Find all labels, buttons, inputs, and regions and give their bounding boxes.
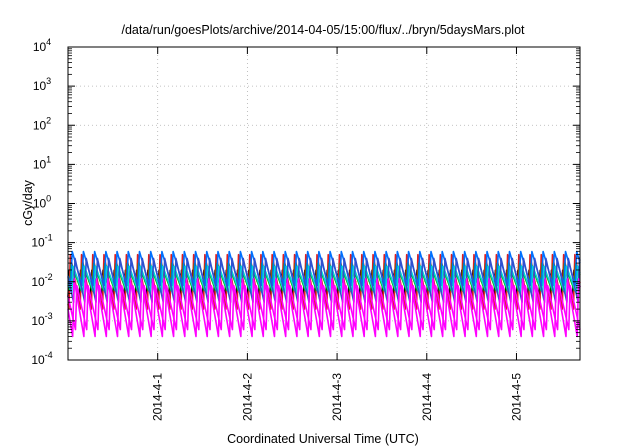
y-tick-label: 10-2 (31, 272, 52, 289)
y-tick-label: 10-3 (31, 311, 52, 328)
grid-lines (68, 47, 580, 360)
y-tick-label: 103 (33, 76, 51, 93)
x-tick-label: 2014-4-2 (240, 373, 254, 421)
x-tick-label: 2014-4-3 (330, 373, 344, 421)
x-tick-label: 2014-4-1 (151, 373, 165, 421)
series-line (67, 278, 581, 338)
y-tick-label: 100 (33, 194, 51, 211)
series-line (67, 257, 581, 304)
y-tick-label: 104 (33, 37, 51, 54)
y-tick-label: 10-4 (31, 350, 52, 367)
y-tick-label: 101 (33, 154, 51, 171)
y-tick-label: 10-1 (31, 233, 52, 250)
series-line (67, 284, 581, 331)
x-tick-label: 2014-4-5 (509, 373, 523, 421)
chart-title: /data/run/goesPlots/archive/2014-04-05/1… (121, 23, 525, 37)
x-axis-label: Coordinated Universal Time (UTC) (227, 432, 419, 446)
x-tick-label: 2014-4-4 (420, 373, 434, 421)
plot-frame (67, 46, 581, 361)
y-tick-label: 102 (33, 115, 51, 132)
series-group (67, 250, 581, 338)
y-axis-label: cGy/day (21, 179, 35, 226)
x-axis-ticks: 2014-4-1 2014-4-2 2014-4-3 2014-4-4 2014-4-5 (151, 47, 523, 421)
